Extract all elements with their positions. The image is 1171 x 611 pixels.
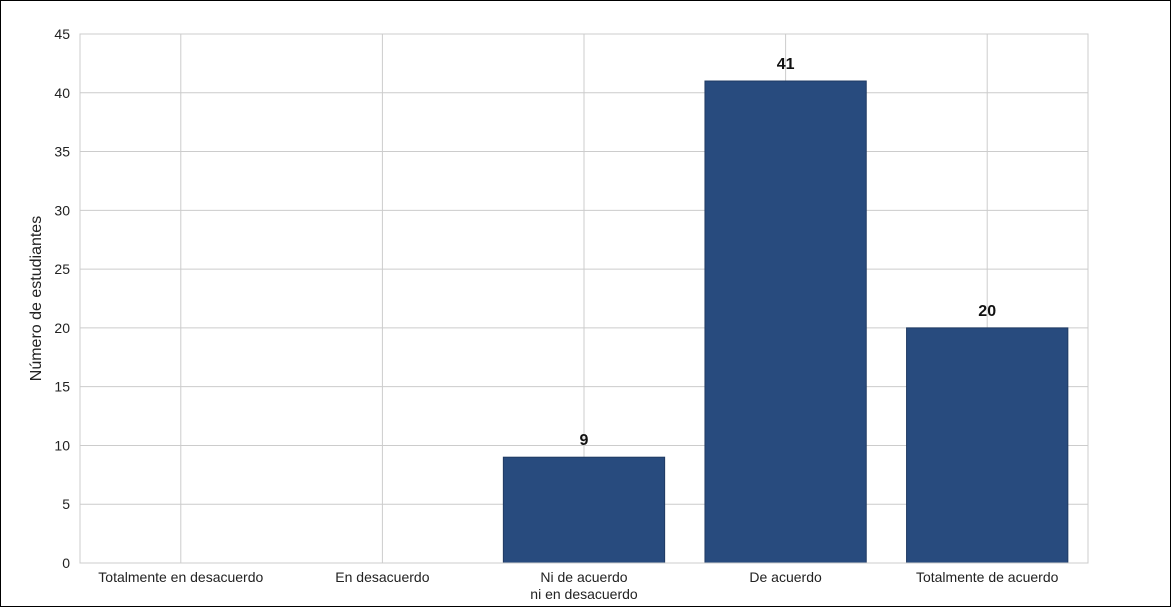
data-labels: 9 41 20 xyxy=(580,56,997,449)
y-tick-label: 45 xyxy=(54,26,70,42)
bars-group xyxy=(502,80,1069,564)
bar-2 xyxy=(502,456,666,564)
x-tick-label: Totalmente de acuerdo xyxy=(916,569,1059,585)
y-tick-label: 40 xyxy=(54,85,70,101)
y-axis-label: Número de estudiantes xyxy=(28,216,45,381)
plot-border xyxy=(79,33,1089,564)
x-tick-label: En desacuerdo xyxy=(335,569,429,585)
data-label: 41 xyxy=(777,56,795,73)
x-tick-label: Totalmente en desacuerdo xyxy=(98,569,263,585)
y-tick-label: 35 xyxy=(54,144,70,160)
data-label: 20 xyxy=(978,303,996,320)
x-tick-label: De acuerdo xyxy=(749,569,822,585)
y-tick-label: 25 xyxy=(54,261,70,277)
y-tick-label: 10 xyxy=(54,437,70,453)
x-tick-labels: Totalmente en desacuerdo En desacuerdo Ni … xyxy=(98,569,1058,602)
y-tick-label: 15 xyxy=(54,379,70,395)
x-tick-label: Ni de acuerdo ni en desacuerdo xyxy=(530,569,638,602)
y-tick-label: 20 xyxy=(54,320,70,336)
data-label: 9 xyxy=(580,432,589,449)
bar-3 xyxy=(704,80,867,564)
y-tick-label: 5 xyxy=(62,496,70,512)
y-tick-label: 30 xyxy=(54,202,70,218)
bar-4 xyxy=(906,327,1069,564)
y-tick-labels: 0 5 10 15 20 25 30 35 40 45 xyxy=(54,26,70,571)
y-tick-label: 0 xyxy=(62,555,70,571)
